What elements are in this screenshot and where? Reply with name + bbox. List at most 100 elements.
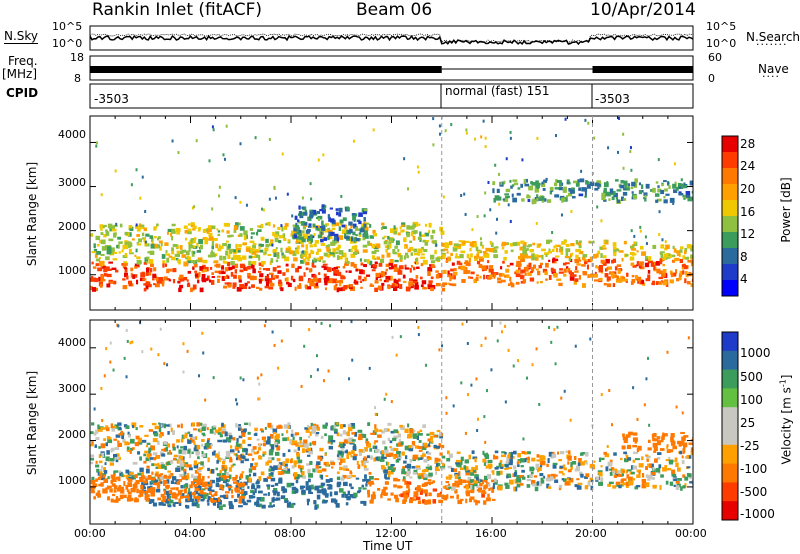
heatmap-cell [336,266,341,269]
heatmap-cell [93,496,96,500]
heatmap-cell [622,132,625,136]
heatmap-cell [505,484,510,489]
heatmap-cell [210,489,215,493]
heatmap-cell [243,448,249,452]
heatmap-cell [538,255,543,258]
heatmap-cell [303,211,308,216]
heatmap-cell [322,236,326,241]
heatmap-cell [166,495,170,500]
beam-title: Beam 06 [356,0,433,20]
heatmap-cell [546,483,550,489]
heatmap-cell [641,473,645,478]
heatmap-cell [632,264,637,268]
heatmap-cell [117,244,120,249]
heatmap-cell [144,257,149,262]
heatmap-cell [239,200,242,204]
heatmap-cell [354,245,358,250]
heatmap-cell [217,457,221,463]
heatmap-cell [175,227,181,232]
heatmap-cell [282,467,288,471]
heatmap-cell [185,475,190,480]
heatmap-cell [224,469,227,473]
heatmap-cell [207,475,210,479]
heatmap-cell [136,488,139,494]
heatmap-cell [492,485,495,489]
heatmap-cell [474,457,477,463]
heatmap-cell [559,195,565,199]
heatmap-cell [236,250,241,253]
heatmap-cell [227,485,233,489]
heatmap-cell [185,464,189,468]
heatmap-cell [101,266,106,269]
heatmap-cell [424,499,428,505]
heatmap-cell [422,453,426,457]
heatmap-cell [268,450,274,456]
heatmap-cell [578,257,581,260]
heatmap-cell [512,179,518,182]
heatmap-cell [593,273,598,278]
heatmap-cell [163,474,167,479]
heatmap-cell [415,274,419,279]
heatmap-cell [332,278,337,284]
heatmap-cell [626,474,630,479]
heatmap-cell [335,269,340,275]
heatmap-cell [354,431,358,437]
heatmap-cell [565,195,569,198]
heatmap-cell [281,486,285,491]
heatmap-cell [395,459,400,463]
heatmap-cell [105,266,110,271]
heatmap-cell [249,240,255,244]
heatmap-cell [590,275,595,278]
heatmap-cell [359,280,363,284]
heatmap-cell [110,447,115,452]
heatmap-cell [556,179,562,183]
heatmap-cell [319,457,323,462]
heatmap-cell [565,450,570,454]
heatmap-cell [224,267,229,272]
heatmap-cell [454,489,458,494]
heatmap-cell [109,281,114,284]
heatmap-cell [305,481,309,486]
heatmap-cell [435,274,440,279]
heatmap-cell [466,491,471,497]
heatmap-cell [187,231,192,235]
heatmap-cell [287,422,291,426]
heatmap-cell [302,225,306,230]
heatmap-cell [563,273,567,277]
heatmap-cell [90,454,95,458]
heatmap-cell [427,463,430,467]
heatmap-cell [107,476,110,480]
heatmap-cell [193,251,196,255]
heatmap-cell [622,436,627,441]
heatmap-cell [644,197,647,202]
heatmap-cell [656,441,660,446]
heatmap-cell [636,449,639,453]
heatmap-cell [420,455,424,459]
heatmap-cell [582,187,588,191]
heatmap-cell [486,389,489,393]
cpid-segment-1: -3503 [94,92,129,106]
colorbar-swatch [722,152,738,169]
heatmap-cell [555,244,558,248]
heatmap-cell [465,490,471,493]
heatmap-cell [122,278,126,281]
heatmap-cell [673,248,677,253]
heatmap-cell [427,499,432,505]
heatmap-cell [308,491,314,495]
heatmap-cell [158,502,163,506]
heatmap-cell [135,248,138,253]
heatmap-cell [502,260,505,264]
heatmap-cell [160,493,165,497]
heatmap-cell [196,242,199,248]
heatmap-cell [215,482,220,488]
heatmap-cell [383,235,387,238]
heatmap-cell [454,484,458,487]
heatmap-cell [452,483,457,488]
heatmap-cell [141,491,146,494]
power-ytick-3000: 3000 [58,176,86,189]
heatmap-cell [323,277,329,280]
heatmap-cell [164,498,169,503]
heatmap-cell [156,455,160,459]
heatmap-cell [556,278,562,281]
heatmap-cell [191,473,194,479]
